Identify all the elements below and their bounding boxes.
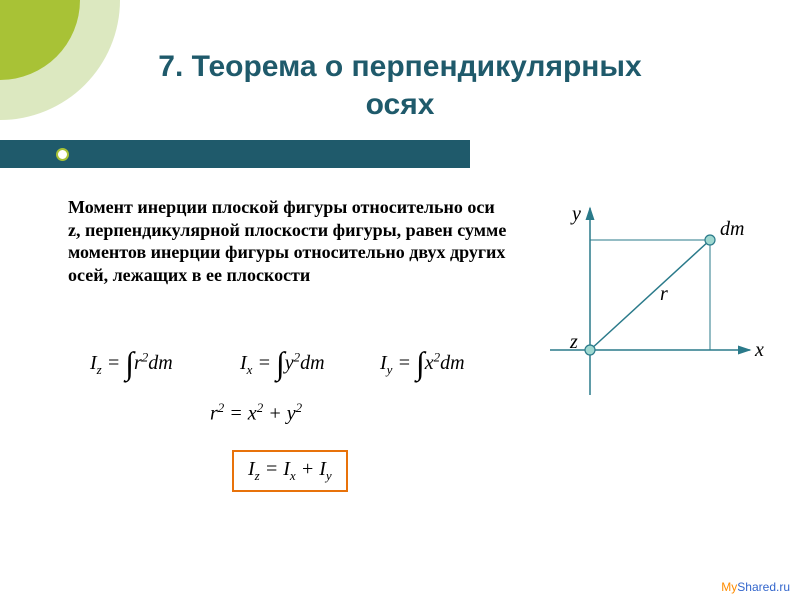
coordinate-diagram: y x z r dm	[540, 200, 770, 400]
watermark: MyShared.ru	[721, 580, 790, 594]
formula-result-box: Iz = Ix + Iy	[232, 450, 348, 492]
formula-iy: Iy = ∫x2dm	[380, 340, 465, 378]
label-x: x	[754, 339, 764, 361]
label-r: r	[660, 283, 668, 305]
title-line-1: 7. Теорема о перпендикулярных	[158, 50, 641, 83]
formula-r2: r2 = x2 + y2	[210, 400, 302, 426]
formula-ix: Ix = ∫y2dm	[240, 340, 325, 378]
label-dm: dm	[720, 218, 744, 240]
watermark-shared: Shared.ru	[737, 580, 790, 594]
origin-point-icon	[585, 345, 595, 355]
theorem-text: Момент инерции плоской фигуры относитель…	[68, 196, 508, 286]
label-y: y	[570, 203, 581, 225]
bullet-icon	[56, 148, 69, 161]
slide-title: 7. Теорема о перпендикулярных осях	[0, 48, 800, 123]
formula-iz: Iz = ∫r2dm	[90, 340, 173, 378]
label-z: z	[569, 331, 578, 353]
title-underline-bar	[0, 140, 470, 168]
title-line-2: осях	[366, 88, 435, 121]
watermark-my: My	[721, 580, 737, 594]
dm-point-icon	[705, 235, 715, 245]
